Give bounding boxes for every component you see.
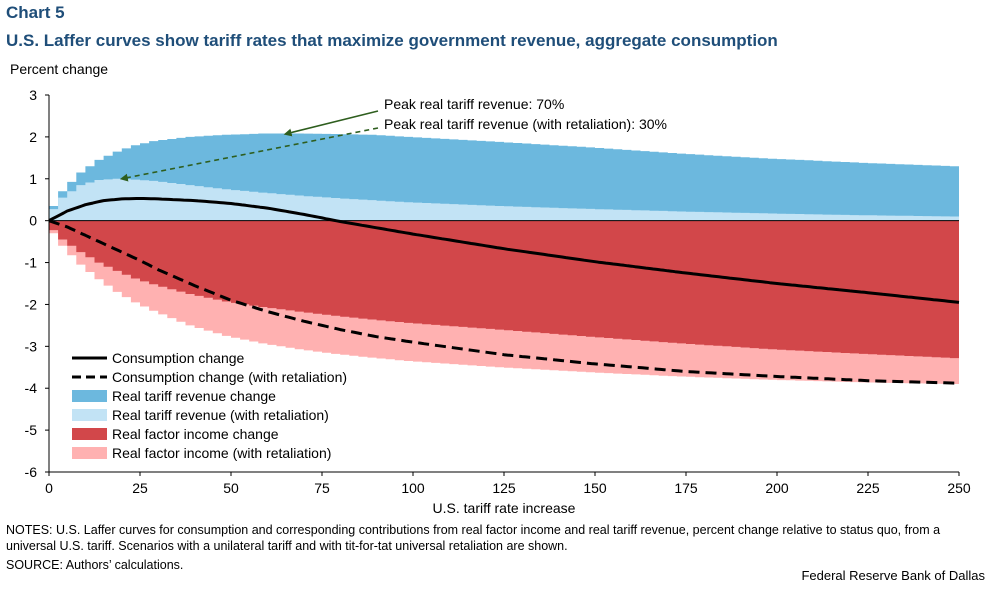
- line-consumption-change-with-retaliation: [48, 219, 960, 385]
- notes: NOTES: U.S. Laffer curves for consumptio…: [6, 523, 941, 553]
- x-tick-label: 25: [132, 480, 148, 496]
- x-tick-label: 50: [223, 480, 239, 496]
- x-tick-label: 150: [583, 480, 607, 496]
- line-consumption-change: [48, 197, 960, 304]
- chart-title: U.S. Laffer curves show tariff rates tha…: [6, 31, 778, 50]
- y-tick-label: -4: [25, 380, 38, 396]
- legend-swatch: [72, 409, 107, 421]
- legend-label: Real tariff revenue (with retaliation): [112, 407, 329, 423]
- y-tick-label: 1: [29, 171, 37, 187]
- y-tick-label: 3: [29, 87, 37, 103]
- x-tick-label: 175: [674, 480, 698, 496]
- legend-label: Consumption change (with retaliation): [112, 369, 347, 385]
- annotation-arrow: [283, 110, 379, 137]
- x-tick-label: 0: [45, 480, 53, 496]
- annotation-label: Peak real tariff revenue (with retaliati…: [384, 116, 667, 132]
- y-axis-label: Percent change: [10, 61, 109, 77]
- y-tick-label: -5: [25, 422, 38, 438]
- legend-label: Consumption change: [112, 350, 245, 366]
- x-axis-label: U.S. tariff rate increase: [433, 500, 576, 516]
- legend-swatch: [72, 390, 107, 402]
- x-tick-label: 75: [314, 480, 330, 496]
- legend-swatch: [72, 428, 107, 440]
- footer-credit: Federal Reserve Bank of Dallas: [801, 568, 985, 583]
- y-tick-label: 0: [29, 213, 37, 229]
- y-tick-label: -3: [25, 338, 38, 354]
- y-tick-label: -1: [25, 255, 38, 271]
- axes-layer: 3 2 1 0 -1 -2 -3 -4 -5 -6 0 25 50 75 100 125 150 175 200 22…: [25, 87, 971, 516]
- area-layer: [49, 133, 959, 384]
- y-tick-label: -6: [25, 464, 38, 480]
- legend-label: Real factor income (with retaliation): [112, 445, 331, 461]
- x-tick-label: 200: [765, 480, 789, 496]
- x-tick-label: 100: [401, 480, 425, 496]
- annotation-arrow: [119, 127, 379, 182]
- x-tick-label: 125: [492, 480, 516, 496]
- annotation-label: Peak real tariff revenue: 70%: [384, 96, 564, 112]
- source: SOURCE: Authors’ calculations.: [6, 558, 184, 572]
- legend-swatch: [72, 447, 107, 459]
- legend: Consumption change Consumption change (wi…: [72, 350, 347, 461]
- x-tick-label: 250: [947, 480, 971, 496]
- line-layer: [48, 197, 960, 385]
- y-tick-label: -2: [25, 296, 38, 312]
- chart-number: Chart 5: [6, 3, 65, 22]
- area-real-factor-income-change: [49, 220, 959, 359]
- legend-label: Real factor income change: [112, 426, 279, 442]
- x-tick-label: 225: [856, 480, 880, 496]
- legend-label: Real tariff revenue change: [112, 388, 276, 404]
- annotation-layer: Peak real tariff revenue: 70% Peak real t…: [119, 96, 667, 182]
- y-tick-label: 2: [29, 129, 37, 145]
